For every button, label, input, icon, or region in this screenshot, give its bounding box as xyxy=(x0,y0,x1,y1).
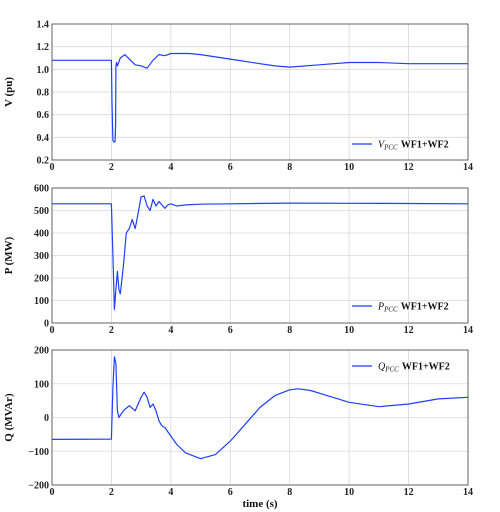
x-tick-label: 8 xyxy=(287,325,292,336)
y-tick-label: −200 xyxy=(28,481,49,492)
x-tick-label: 4 xyxy=(168,162,173,173)
x-tick-label: 2 xyxy=(109,325,114,336)
y-axis-label: V (pu) xyxy=(3,77,15,107)
x-tick-label: 8 xyxy=(287,162,292,173)
legend-symbol: V xyxy=(378,140,386,151)
y-tick-label: 400 xyxy=(34,229,49,240)
y-tick-label: 600 xyxy=(34,184,49,195)
series-line-1 xyxy=(51,356,469,460)
legend-subscript: PCC xyxy=(384,366,399,374)
x-tick-label: 10 xyxy=(344,487,354,498)
series-line-1 xyxy=(52,195,469,311)
y-axis-label: P (MW) xyxy=(3,236,15,274)
series-line-1 xyxy=(52,52,468,143)
x-tick-label: 6 xyxy=(228,162,233,173)
x-tick-label: 8 xyxy=(287,487,292,498)
x-tick-label: 2 xyxy=(109,487,114,498)
x-tick-label: 10 xyxy=(344,325,354,336)
y-tick-label: 100 xyxy=(34,379,49,390)
y-tick-label: −100 xyxy=(28,447,49,458)
plot-frame xyxy=(51,23,469,161)
y-tick-label: 200 xyxy=(34,274,49,285)
x-tick-label: 0 xyxy=(50,162,55,173)
chart-panel-2: 0 2 4 6 8 10 12 14 0 100 200 300 400 500 600 P (MW) PPCC… xyxy=(3,184,473,337)
x-tick-label: 12 xyxy=(404,487,414,498)
legend-label: QPCC WF1+WF2 xyxy=(378,362,450,374)
legend-symbol: Q xyxy=(378,362,386,373)
y-tick-label: 500 xyxy=(34,206,49,217)
x-tick-label: 14 xyxy=(463,487,473,498)
x-tick-label: 2 xyxy=(109,162,114,173)
legend-series-name: WF1+WF2 xyxy=(401,302,449,313)
x-tick-label: 0 xyxy=(50,487,55,498)
plot-frame xyxy=(51,349,469,486)
y-tick-label: 0.8 xyxy=(37,88,50,99)
x-tick-label: 14 xyxy=(463,325,473,336)
legend-label: VPCC WF1+WF2 xyxy=(378,140,449,152)
plot-frame xyxy=(51,187,469,324)
y-tick-label: 1.2 xyxy=(37,42,50,53)
y-tick-label: 0 xyxy=(44,319,49,330)
x-tick-label: 4 xyxy=(168,325,173,336)
legend-symbol: P xyxy=(377,302,384,313)
y-tick-label: 0.2 xyxy=(37,156,50,167)
y-tick-label: 0.4 xyxy=(37,133,50,144)
y-tick-label: 0 xyxy=(44,413,49,424)
y-tick-label: 0.6 xyxy=(37,110,50,121)
legend-series-name: WF1+WF2 xyxy=(401,140,449,151)
y-axis-label: Q (MVAr) xyxy=(3,393,15,442)
x-tick-label: 6 xyxy=(228,487,233,498)
x-tick-label: 0 xyxy=(50,325,55,336)
x-tick-label: 6 xyxy=(228,325,233,336)
chart-panel-3: 0 2 4 6 8 10 12 14 −200 −100 0 100 200 Q (MVAr) time (… xyxy=(3,346,473,511)
legend-series-name: WF1+WF2 xyxy=(402,362,450,373)
y-tick-label: 100 xyxy=(34,296,49,307)
y-tick-label: 1.0 xyxy=(37,65,50,76)
x-tick-label: 10 xyxy=(344,162,354,173)
y-tick-label: 200 xyxy=(34,346,49,357)
x-axis-label: time (s) xyxy=(242,498,277,510)
x-tick-label: 12 xyxy=(404,325,414,336)
x-tick-label: 12 xyxy=(404,162,414,173)
x-tick-label: 4 xyxy=(168,487,173,498)
legend-label: PPCC WF1+WF2 xyxy=(377,302,449,314)
legend-subscript: PCC xyxy=(383,144,398,152)
legend-subscript: PCC xyxy=(383,306,398,314)
chart-panel-1: 0 2 4 6 8 10 12 14 0.2 0.4 0.6 0.8 1.0 1.2 1.4 V (pu) VP… xyxy=(3,20,473,174)
y-tick-label: 300 xyxy=(34,251,49,262)
y-tick-label: 1.4 xyxy=(37,20,50,31)
x-tick-label: 14 xyxy=(463,162,473,173)
